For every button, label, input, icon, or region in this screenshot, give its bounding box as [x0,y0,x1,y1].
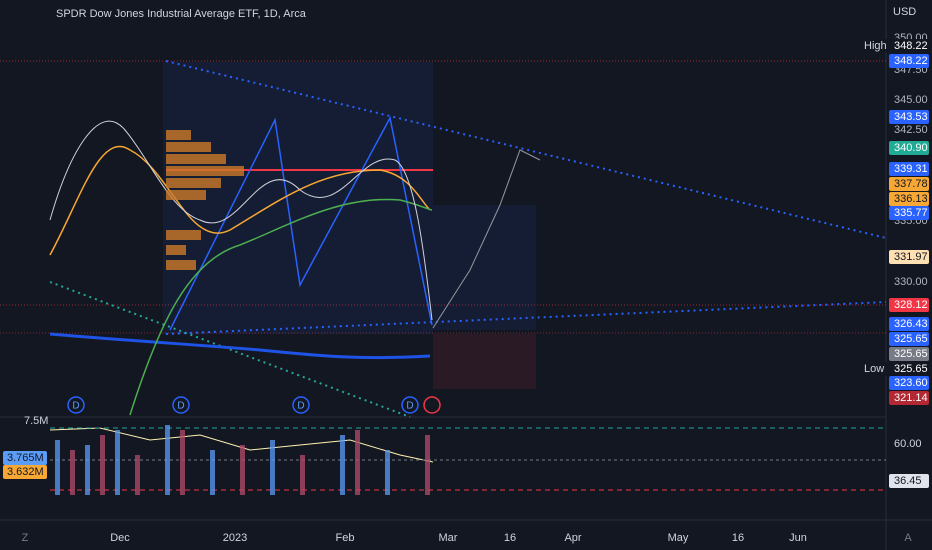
dividend-marker[interactable] [67,396,85,414]
price-tag-caption-bg [860,39,888,53]
price-tick-label: 330.00 [894,276,928,288]
volume-tag [3,465,47,479]
time-label: Feb [336,532,355,544]
dividend-marker-label: D [406,401,413,412]
price-tag-label: 328.12 [894,299,928,311]
dividend-marker-label: D [72,401,79,412]
price-tag-label: 339.31 [894,163,928,175]
volume-tag [3,451,47,465]
price-tag-label: 325.65 [894,333,928,345]
projection-path [432,149,541,329]
trend-line [165,301,887,335]
corner-button[interactable]: Z [22,532,29,544]
price-tag [889,141,929,155]
price-tag-label: 321.14 [894,392,928,404]
price-tag-label: 348.22 [894,40,928,52]
volume-value: 3.765M [7,452,44,464]
price-tag-label: 323.60 [894,377,928,389]
price-tag [889,391,929,405]
price-tag-label: 336.13 [894,193,928,205]
price-tag [889,317,929,331]
price-tag [889,347,929,361]
corner-button[interactable]: A [904,532,912,544]
price-tag-caption: Low [864,363,884,375]
price-tick-label: 342.50 [894,124,928,136]
price-tag [889,362,929,376]
price-path [49,120,433,321]
volume-profile [166,130,244,270]
rsi-tag [889,474,929,488]
price-tag-label: 325.65 [894,363,928,375]
price-tag-label: 337.78 [894,178,928,190]
dividend-marker-label: D [297,401,304,412]
rsi-tick-label: 60.00 [894,438,922,450]
zigzag [169,115,433,331]
price-tag [889,162,929,176]
dividend-marker[interactable] [172,396,190,414]
rsi-value: 36.45 [894,475,922,487]
trend-line [49,281,411,418]
price-tag [889,192,929,206]
time-label: May [668,532,689,544]
moving-average-200 [49,332,431,360]
volume-bars [55,425,430,495]
time-label: 16 [504,532,516,544]
price-tag [889,206,929,220]
chart-title: SPDR Dow Jones Industrial Average ETF, 1… [56,8,307,20]
dividend-marker[interactable] [401,396,419,414]
price-tag-caption-bg [860,362,888,376]
price-tag [889,54,929,68]
time-label: 16 [732,532,744,544]
time-label: Mar [439,532,458,544]
price-tag [889,39,929,53]
price-tag-label: 335.77 [894,207,928,219]
moving-average-50 [49,145,431,256]
time-label: Dec [110,532,130,544]
moving-average-100 [129,198,433,416]
price-tag-caption: High [864,40,887,52]
time-label: Apr [564,532,581,544]
currency-label: USD [893,6,916,18]
price-tag [889,110,929,124]
price-tag [889,177,929,191]
volume-scale: 7.5M [24,415,48,427]
price-tag [889,332,929,346]
price-tag-label: 348.22 [894,55,928,67]
price-tag [889,250,929,264]
projection-box [433,205,536,330]
dividend-marker[interactable] [292,396,310,414]
price-tag-label: 340.90 [894,142,928,154]
price-tag-label: 325.65 [894,348,928,360]
projection-loss [433,334,536,389]
price-tick-label: 345.00 [894,94,928,106]
price-tag-label: 326.43 [894,318,928,330]
volume-value: 3.632M [7,466,44,478]
price-tag-label: 343.53 [894,111,928,123]
time-label: 2023 [223,532,247,544]
price-tag-label: 331.97 [894,251,928,263]
price-tag [889,298,929,312]
range-box [163,62,433,334]
earnings-marker[interactable] [423,396,441,414]
dividend-marker-label: D [177,401,184,412]
time-label: Jun [789,532,807,544]
price-tag [889,376,929,390]
